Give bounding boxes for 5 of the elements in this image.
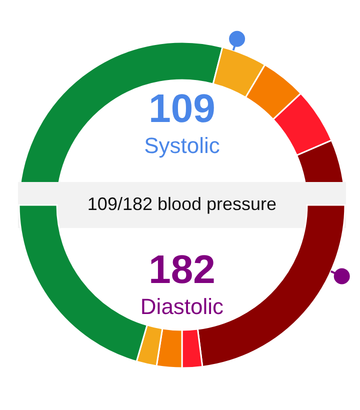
text: Diastolic [140, 294, 224, 319]
text: Systolic [144, 133, 220, 158]
text: 109 [148, 87, 216, 131]
text: 109/182 blood pressure [87, 194, 277, 214]
text: 182 [148, 248, 216, 292]
